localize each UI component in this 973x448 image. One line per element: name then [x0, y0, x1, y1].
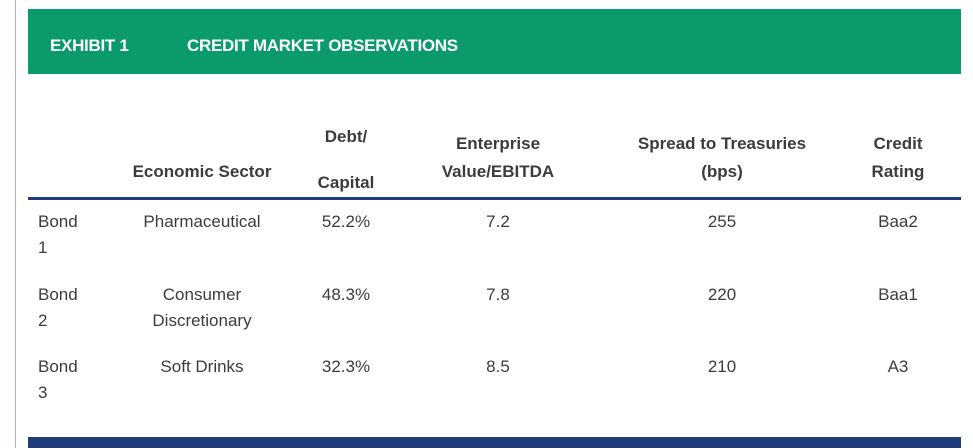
- debt-capital-cell: 48.3%: [321, 285, 371, 304]
- ev-ebitda-cell: 7.2: [486, 212, 510, 231]
- bond-label: Bond 2: [38, 282, 78, 334]
- credit-rating-cell: Baa1: [878, 285, 918, 304]
- bond-label-line2: 1: [38, 238, 48, 257]
- bond-label-line1: Bond: [38, 212, 78, 231]
- exhibit-label: EXHIBIT 1: [50, 36, 129, 55]
- column-header-spread-line2: (bps): [701, 162, 743, 181]
- ev-ebitda-cell: 8.5: [486, 357, 510, 376]
- ev-ebitda-cell: 7.8: [486, 285, 510, 304]
- credit-rating-cell: Baa2: [878, 212, 918, 231]
- bond-label-line2: 3: [38, 383, 48, 402]
- column-header-credit-rating-line2: Rating: [871, 162, 925, 181]
- debt-capital-cell: 52.2%: [321, 212, 371, 231]
- column-header-credit-rating: Credit Rating: [848, 130, 948, 186]
- column-header-debt-capital-line1: Debt/: [324, 127, 368, 146]
- economic-sector-line1: Consumer: [162, 285, 242, 304]
- column-header-debt-capital-line2: Capital: [317, 173, 375, 192]
- economic-sector-cell: Pharmaceutical: [112, 209, 292, 235]
- column-header-debt-capital: Debt/ Capital: [306, 114, 386, 206]
- bond-label-line1: Bond: [38, 285, 78, 304]
- column-header-economic-sector: Economic Sector: [112, 158, 292, 186]
- exhibit-header-bar: [28, 9, 961, 74]
- column-header-ev-ebitda-line2: Value/EBITDA: [441, 162, 555, 181]
- bond-label: Bond 3: [38, 354, 78, 406]
- column-header-ev-ebitda: Enterprise Value/EBITDA: [418, 130, 578, 186]
- bond-label-line1: Bond: [38, 357, 78, 376]
- economic-sector-line2: Discretionary: [152, 311, 252, 330]
- footer-rule-bar: [28, 437, 961, 448]
- spread-cell: 210: [707, 357, 737, 376]
- column-header-ev-ebitda-line1: Enterprise: [455, 134, 541, 153]
- debt-capital-cell: 32.3%: [321, 357, 371, 376]
- credit-rating-cell: A3: [887, 357, 909, 376]
- economic-sector-line1: Pharmaceutical: [143, 212, 261, 231]
- column-header-spread: Spread to Treasuries (bps): [612, 130, 832, 186]
- header-divider-rule: [28, 197, 961, 200]
- economic-sector-cell: Soft Drinks: [112, 354, 292, 380]
- economic-sector-cell: Consumer Discretionary: [112, 282, 292, 334]
- spread-cell: 255: [707, 212, 737, 231]
- economic-sector-line1: Soft Drinks: [160, 357, 244, 376]
- left-margin-rule: [15, 0, 16, 448]
- bond-label: Bond 1: [38, 209, 78, 261]
- bond-label-line2: 2: [38, 311, 48, 330]
- column-header-credit-rating-line1: Credit: [873, 134, 923, 153]
- exhibit-title: CREDIT MARKET OBSERVATIONS: [187, 36, 458, 55]
- column-header-spread-line1: Spread to Treasuries: [637, 134, 807, 153]
- column-header-economic-sector-label: Economic Sector: [132, 162, 272, 181]
- spread-cell: 220: [707, 285, 737, 304]
